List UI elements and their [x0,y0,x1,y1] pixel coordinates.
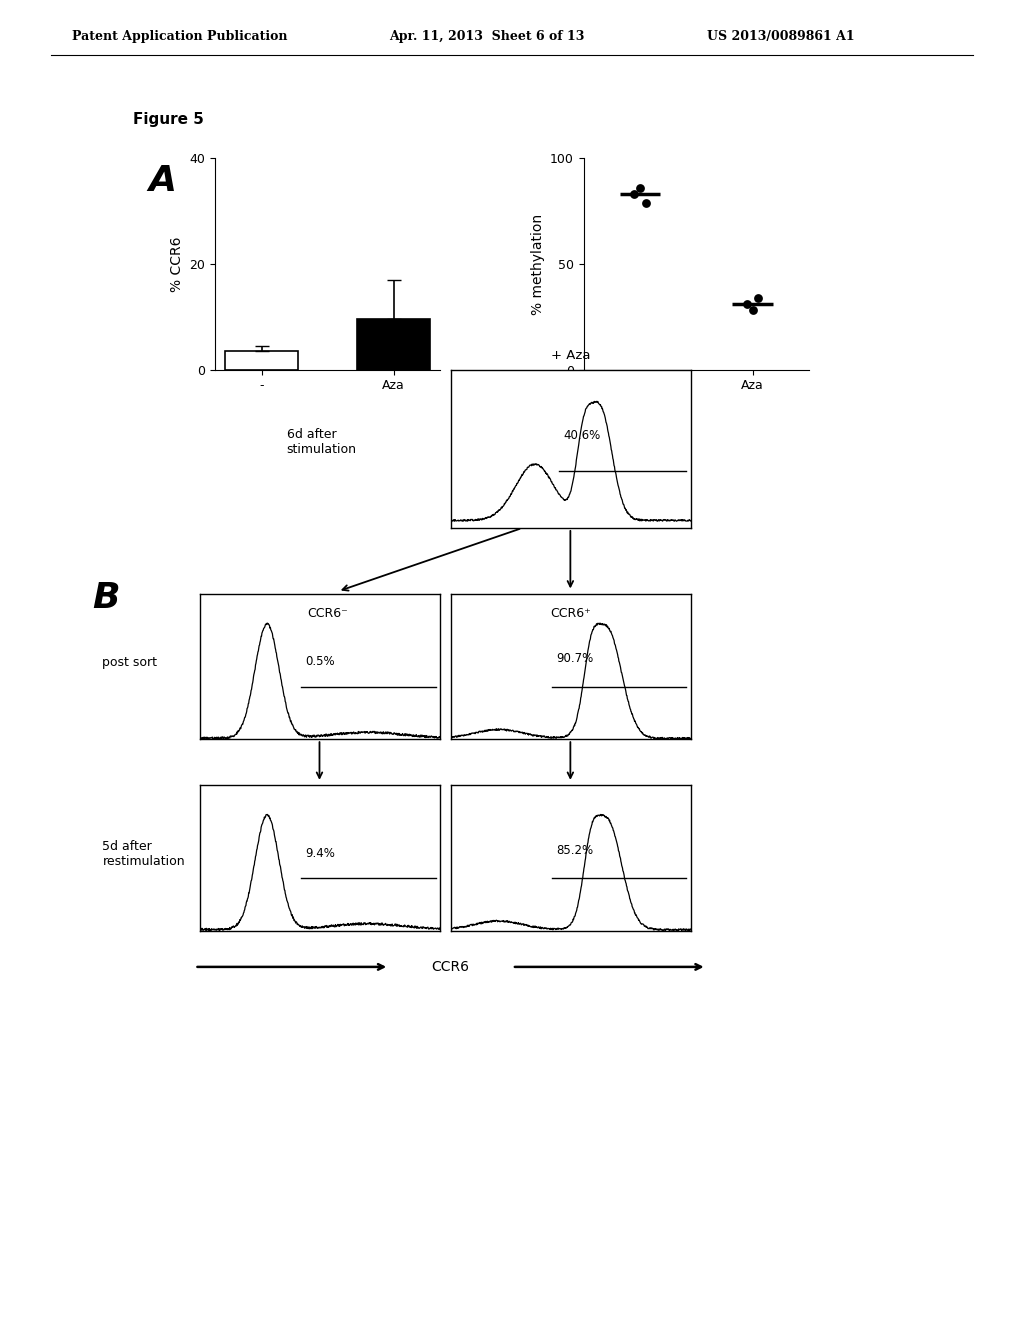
Text: CCR6⁺: CCR6⁺ [550,607,591,620]
Point [637,193,653,214]
Text: CCR6: CCR6 [431,960,470,974]
Bar [225,351,298,370]
Point [750,288,766,309]
Text: US 2013/0089861 A1: US 2013/0089861 A1 [707,30,854,44]
Text: Apr. 11, 2013  Sheet 6 of 13: Apr. 11, 2013 Sheet 6 of 13 [389,30,585,44]
Text: 6d after
stimulation: 6d after stimulation [287,428,356,457]
Y-axis label: % CCR6: % CCR6 [170,236,184,292]
Text: 9.4%: 9.4% [305,846,336,859]
Text: 40.6%: 40.6% [563,429,601,442]
Text: Figure 5: Figure 5 [133,112,204,127]
Bar [357,319,430,370]
Point [632,177,648,198]
Text: CCR6⁻: CCR6⁻ [307,607,348,620]
Y-axis label: % methylation: % methylation [530,214,545,314]
Text: 90.7%: 90.7% [556,652,594,665]
Text: 5d after
restimulation: 5d after restimulation [102,840,185,869]
Text: 85.2%: 85.2% [556,843,594,857]
Text: A: A [148,164,176,198]
Text: post sort: post sort [102,656,158,669]
Text: 0.5%: 0.5% [305,655,335,668]
Point [739,293,756,314]
Text: B: B [92,581,120,615]
Text: Patent Application Publication: Patent Application Publication [72,30,287,44]
Text: + Aza: + Aza [551,348,590,362]
Point [744,300,761,321]
Point [627,183,643,205]
